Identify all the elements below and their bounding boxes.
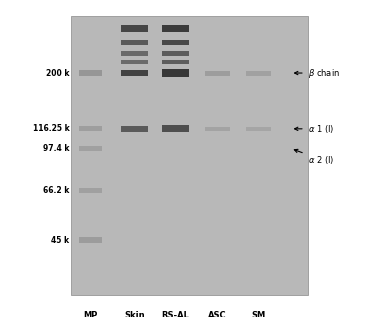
Text: $\alpha$ 2 (I): $\alpha$ 2 (I) [294, 149, 334, 165]
Text: 116.25 k: 116.25 k [33, 124, 70, 133]
Bar [246, 70, 271, 75]
Text: 45 k: 45 k [52, 236, 70, 245]
Text: ASC: ASC [208, 311, 226, 317]
Bar [205, 126, 230, 131]
Text: $\beta$ chain: $\beta$ chain [294, 67, 340, 80]
Text: SM: SM [252, 311, 266, 317]
Bar [162, 60, 189, 64]
Bar [71, 16, 308, 295]
Bar [162, 40, 189, 45]
Bar [121, 25, 148, 32]
Bar [79, 70, 102, 76]
Bar [246, 126, 271, 131]
Bar [162, 69, 189, 77]
Bar [79, 188, 102, 193]
Bar [121, 70, 148, 76]
Bar [79, 237, 102, 243]
Text: $\alpha$ 1 (I): $\alpha$ 1 (I) [294, 123, 334, 135]
Text: 200 k: 200 k [46, 68, 70, 78]
Bar [121, 126, 148, 132]
Bar [121, 51, 148, 56]
Text: RS-AL: RS-AL [162, 311, 190, 317]
Text: MP: MP [83, 311, 98, 317]
Bar [79, 126, 102, 131]
Bar [121, 60, 148, 64]
Bar [79, 146, 102, 151]
Text: Skin: Skin [124, 311, 144, 317]
Bar [205, 70, 230, 75]
Bar [162, 25, 189, 32]
Text: 66.2 k: 66.2 k [43, 186, 70, 195]
Bar [121, 40, 148, 45]
Bar [162, 126, 189, 132]
Bar [162, 51, 189, 56]
Text: 97.4 k: 97.4 k [43, 144, 70, 153]
